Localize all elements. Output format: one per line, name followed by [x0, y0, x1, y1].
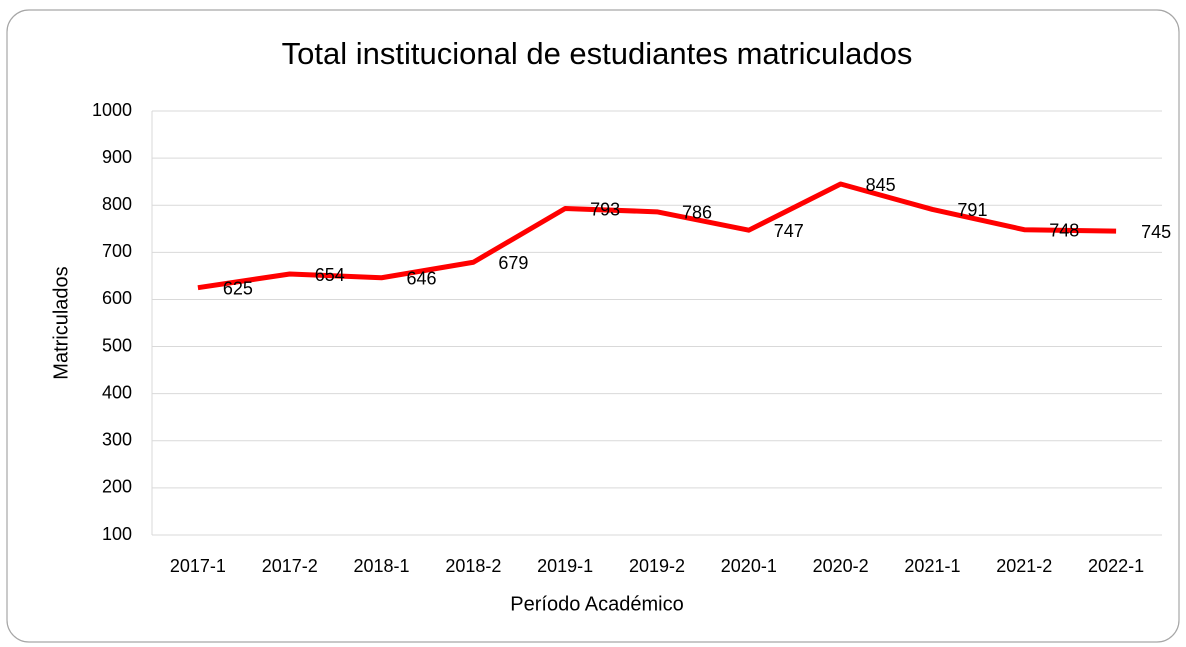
x-tick-label: 2019-2 — [629, 556, 685, 576]
x-tick-label: 2017-1 — [170, 556, 226, 576]
data-label: 654 — [315, 265, 345, 285]
x-tick-label: 2019-1 — [537, 556, 593, 576]
y-tick-label: 200 — [102, 477, 132, 497]
chart-frame — [6, 9, 1180, 643]
y-tick-label: 1000 — [92, 100, 132, 120]
x-tick-label: 2020-2 — [813, 556, 869, 576]
x-tick-label: 2021-1 — [904, 556, 960, 576]
x-tick-label: 2021-2 — [996, 556, 1052, 576]
y-tick-label: 800 — [102, 194, 132, 214]
y-tick-label: 600 — [102, 288, 132, 308]
data-label: 791 — [957, 200, 987, 220]
y-tick-label: 100 — [102, 524, 132, 544]
data-label: 845 — [866, 175, 896, 195]
x-tick-label: 2018-1 — [354, 556, 410, 576]
x-tick-label: 2022-1 — [1088, 556, 1144, 576]
data-label: 625 — [223, 278, 253, 298]
x-tick-label: 2020-1 — [721, 556, 777, 576]
data-label: 748 — [1049, 220, 1079, 240]
y-tick-label: 400 — [102, 382, 132, 402]
data-label: 793 — [590, 199, 620, 219]
x-tick-label: 2017-2 — [262, 556, 318, 576]
x-axis-title: Período Académico — [510, 593, 683, 615]
data-label: 646 — [407, 269, 437, 289]
data-label: 679 — [498, 253, 528, 273]
y-axis-title: Matriculados — [50, 266, 72, 379]
y-tick-label: 900 — [102, 147, 132, 167]
data-label: 745 — [1141, 222, 1171, 242]
y-tick-label: 500 — [102, 335, 132, 355]
x-tick-label: 2018-2 — [445, 556, 501, 576]
chart-title: Total institucional de estudiantes matri… — [282, 36, 913, 71]
data-label: 747 — [774, 221, 804, 241]
data-line — [197, 181, 1117, 291]
data-label: 786 — [682, 203, 712, 223]
y-tick-label: 700 — [102, 241, 132, 261]
y-tick-label: 300 — [102, 430, 132, 450]
